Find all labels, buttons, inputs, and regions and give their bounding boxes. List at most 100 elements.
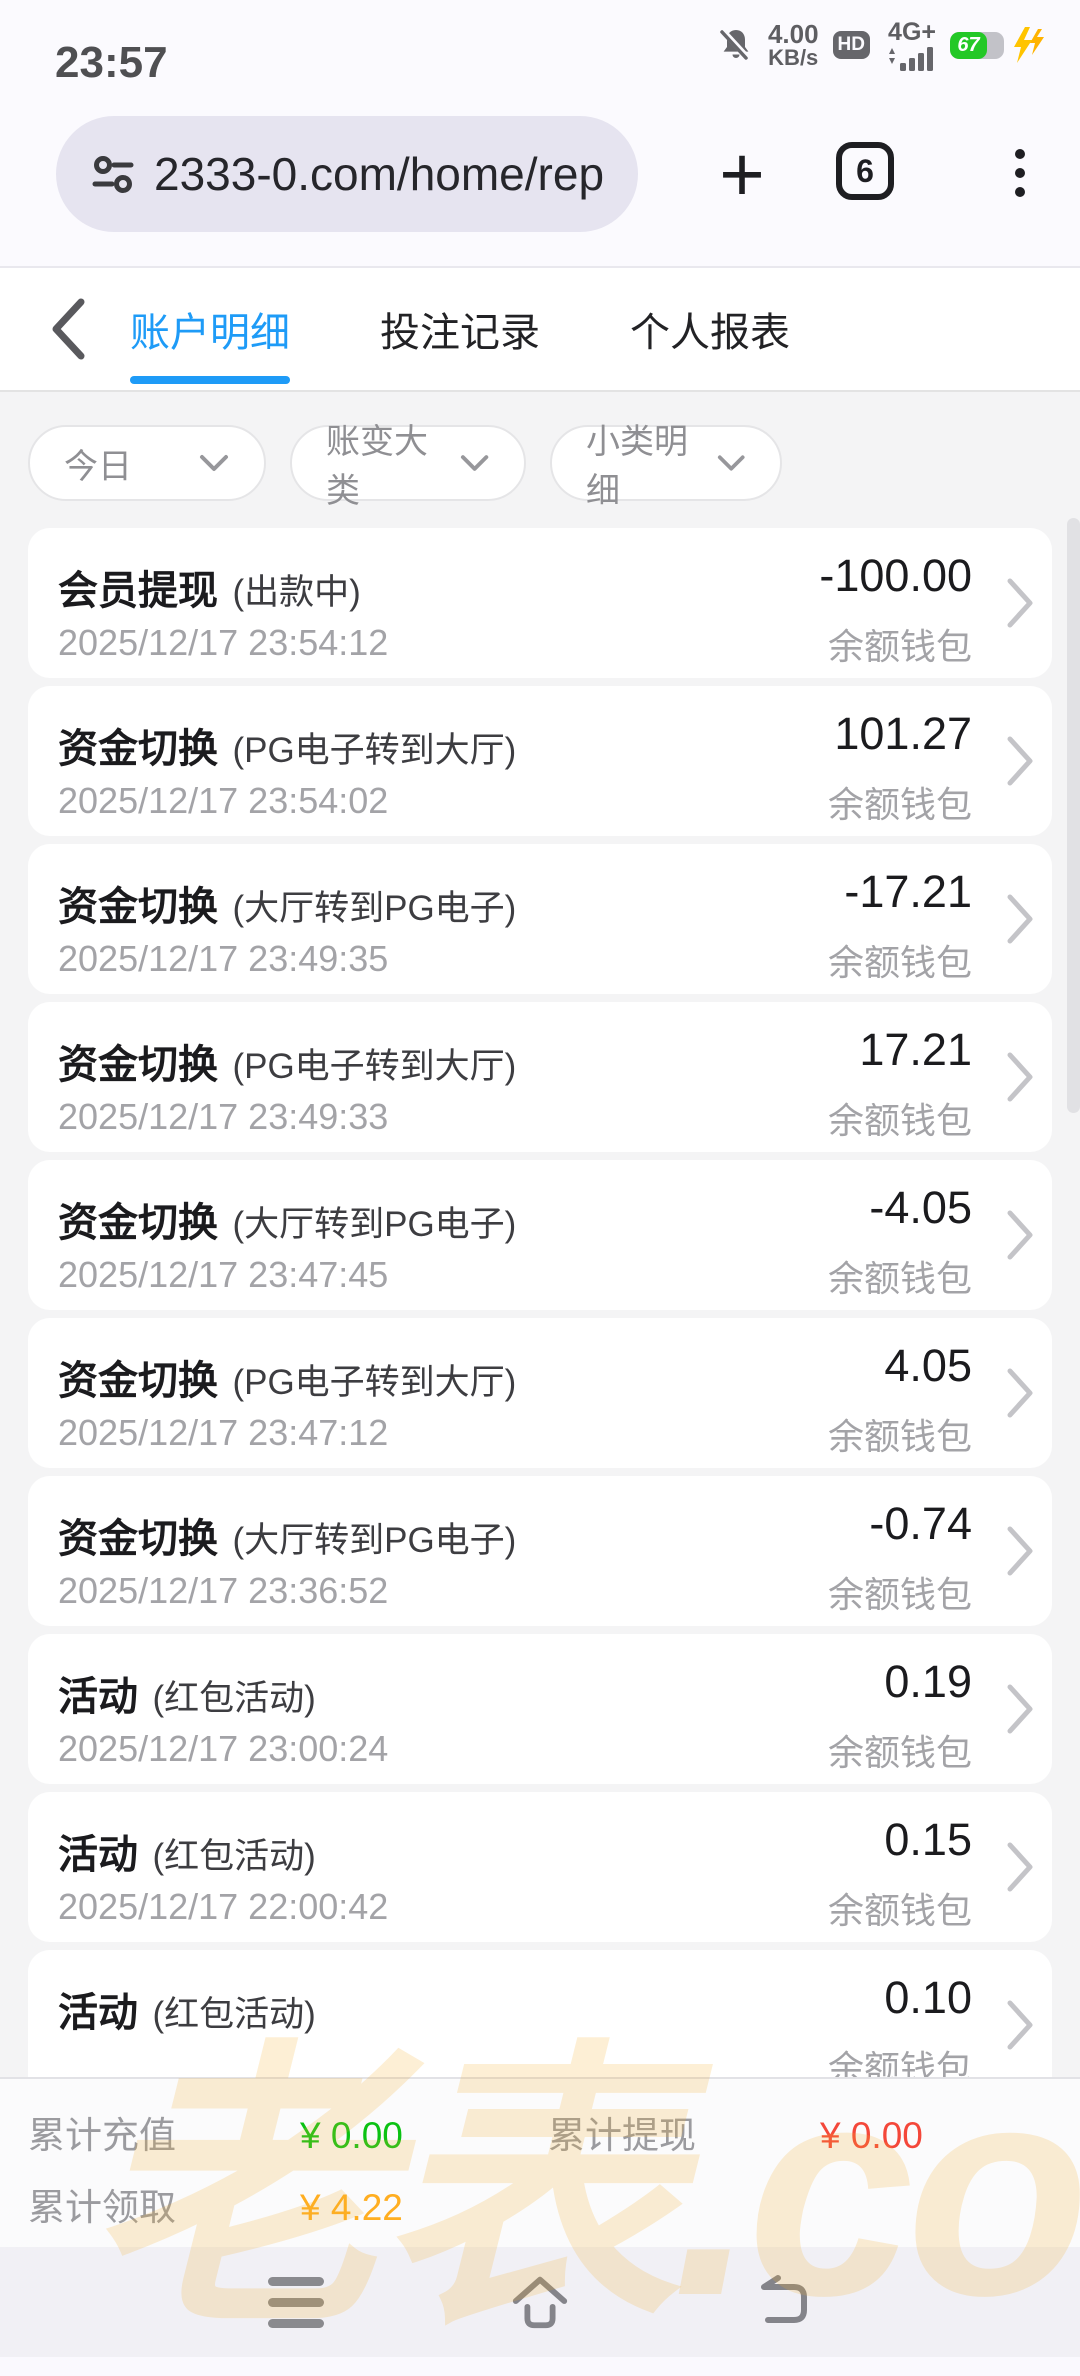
tab-count: 6: [856, 152, 874, 189]
transaction-amount: -0.74: [869, 1498, 972, 1549]
battery-icon: 67: [950, 31, 1004, 59]
transaction-card[interactable]: 活动 (红包活动) 0.10 余额钱包: [28, 1950, 1052, 2077]
transaction-title: 资金切换 (大厅转到PG电子): [58, 874, 516, 932]
transaction-subtype: (大厅转到PG电子): [232, 1521, 517, 1560]
transaction-wallet: 余额钱包: [827, 1258, 972, 1299]
chevron-down-icon: [460, 455, 489, 471]
total-withdrawal: 累计提现 ¥ 0.00: [548, 2105, 1080, 2159]
total-deposit: 累计充值 ¥ 0.00: [28, 2105, 548, 2159]
transaction-type: 资金切换: [58, 1359, 218, 1403]
transaction-card[interactable]: 资金切换 (PG电子转到大厅) 2025/12/17 23:47:12 4.05…: [28, 1318, 1052, 1468]
transaction-datetime: 2025/12/17 23:54:02: [58, 780, 389, 821]
network-speed: 4.00 KB/s: [767, 18, 819, 71]
new-tab-button[interactable]: +: [719, 130, 765, 218]
transaction-wallet: 余额钱包: [827, 1574, 972, 1615]
filter-row: 今日 账变大类 小类明细: [28, 423, 782, 510]
filter-label: 小类明细: [586, 423, 688, 510]
transaction-subtype: (大厅转到PG电子): [232, 1205, 517, 1244]
transaction-type: 会员提现: [58, 569, 218, 613]
status-bar: 23:57 4.00 KB/s HD 4G+: [0, 0, 1080, 90]
transaction-title: 资金切换 (PG电子转到大厅): [58, 1032, 516, 1090]
chevron-right-icon: [1007, 1684, 1033, 1734]
transaction-card[interactable]: 活动 (红包活动) 2025/12/17 23:00:24 0.19 余额钱包: [28, 1634, 1052, 1784]
transaction-subtype: (PG电子转到大厅): [232, 1047, 517, 1086]
tab-personal-report[interactable]: 个人报表: [630, 311, 790, 355]
transaction-type: 活动: [58, 1675, 138, 1719]
transaction-card[interactable]: 资金切换 (大厅转到PG电子) 2025/12/17 23:36:52 -0.7…: [28, 1476, 1052, 1626]
tab-bet-records[interactable]: 投注记录: [380, 311, 540, 355]
transaction-type: 资金切换: [58, 1201, 218, 1245]
system-nav-bar: [0, 2247, 1080, 2357]
url-text: 2333-0.com/home/rep: [154, 148, 605, 200]
transaction-wallet: 余额钱包: [827, 1100, 972, 1141]
chevron-right-icon: [1007, 894, 1033, 944]
home-button[interactable]: [508, 2270, 572, 2334]
filter-date-range[interactable]: 今日: [28, 425, 266, 501]
browser-menu-button[interactable]: [995, 138, 1045, 208]
transaction-type: 资金切换: [58, 885, 218, 929]
speed-unit: KB/s: [768, 45, 819, 71]
filter-major-category[interactable]: 账变大类: [290, 423, 526, 510]
transaction-title: 活动 (红包活动): [58, 1980, 316, 2038]
transaction-title: 会员提现 (出款中): [58, 558, 361, 616]
scrollbar-thumb[interactable]: [1067, 518, 1080, 1113]
transaction-card[interactable]: 资金切换 (PG电子转到大厅) 2025/12/17 23:54:02 101.…: [28, 686, 1052, 836]
recents-icon: [268, 2276, 324, 2328]
hd-badge: HD: [832, 31, 870, 59]
transaction-card[interactable]: 资金切换 (PG电子转到大厅) 2025/12/17 23:49:33 17.2…: [28, 1002, 1052, 1152]
transaction-amount: 0.10: [884, 1972, 972, 2023]
chevron-right-icon: [1007, 736, 1033, 786]
transaction-datetime: 2025/12/17 23:47:45: [58, 1254, 389, 1295]
transaction-amount: 101.27: [834, 708, 972, 759]
chevron-right-icon: [1007, 2000, 1033, 2050]
clock: 23:57: [55, 38, 168, 87]
transaction-amount: 17.21: [859, 1024, 972, 1075]
transaction-type: 活动: [58, 1833, 138, 1877]
tab-switcher-button[interactable]: 6: [836, 142, 894, 200]
total-claimed-value: ¥ 4.22: [300, 2187, 403, 2228]
transaction-datetime: 2025/12/17 23:47:12: [58, 1412, 389, 1453]
battery-indicator: 67: [950, 31, 1004, 59]
chevron-right-icon: [1007, 1052, 1033, 1102]
total-claimed-label: 累计领取: [28, 2187, 176, 2228]
speed-value: 4.00: [767, 18, 819, 49]
transaction-wallet: 余额钱包: [827, 1890, 972, 1931]
gesture-area: [0, 2357, 1080, 2376]
transaction-card[interactable]: 活动 (红包活动) 2025/12/17 22:00:42 0.15 余额钱包: [28, 1792, 1052, 1942]
address-bar[interactable]: 2333-0.com/home/rep: [56, 116, 638, 232]
chevron-down-icon: [200, 455, 228, 471]
tab-account-details[interactable]: 账户明细: [130, 268, 290, 390]
back-button[interactable]: [48, 296, 108, 362]
signal-bars-icon: [889, 46, 933, 71]
transaction-wallet: 余额钱包: [827, 1416, 972, 1457]
battery-percent: 67: [957, 33, 980, 56]
notifications-muted-icon: [720, 28, 750, 60]
transaction-title: 资金切换 (PG电子转到大厅): [58, 716, 516, 774]
transaction-amount: -4.05: [869, 1182, 972, 1233]
transaction-amount: -17.21: [844, 866, 972, 917]
transaction-wallet: 余额钱包: [827, 784, 972, 825]
transaction-type: 资金切换: [58, 1043, 218, 1087]
recents-button[interactable]: [264, 2270, 328, 2334]
transaction-card[interactable]: 资金切换 (大厅转到PG电子) 2025/12/17 23:47:45 -4.0…: [28, 1160, 1052, 1310]
transaction-card[interactable]: 会员提现 (出款中) 2025/12/17 23:54:12 -100.00 余…: [28, 528, 1052, 678]
transaction-title: 资金切换 (大厅转到PG电子): [58, 1506, 516, 1564]
transaction-title: 活动 (红包活动): [58, 1822, 316, 1880]
total-withdrawal-value: ¥ 0.00: [820, 2115, 923, 2156]
filter-label: 账变大类: [326, 423, 428, 510]
transaction-card[interactable]: 资金切换 (大厅转到PG电子) 2025/12/17 23:49:35 -17.…: [28, 844, 1052, 994]
back-nav-button[interactable]: [752, 2270, 816, 2334]
transaction-amount: 0.15: [884, 1814, 972, 1865]
transaction-wallet: 余额钱包: [827, 626, 972, 667]
total-deposit-label: 累计充值: [28, 2115, 176, 2156]
transaction-wallet: 余额钱包: [827, 1732, 972, 1773]
network-type-label: 4G+: [888, 17, 936, 46]
chevron-right-icon: [1007, 1368, 1033, 1418]
transaction-type: 活动: [58, 1991, 138, 2035]
filter-label: 今日: [64, 447, 132, 486]
transaction-datetime: 2025/12/17 23:49:35: [58, 938, 389, 979]
chevron-right-icon: [1007, 1210, 1033, 1260]
filter-sub-category[interactable]: 小类明细: [550, 423, 782, 510]
transaction-datetime: 2025/12/17 23:00:24: [58, 1728, 389, 1769]
